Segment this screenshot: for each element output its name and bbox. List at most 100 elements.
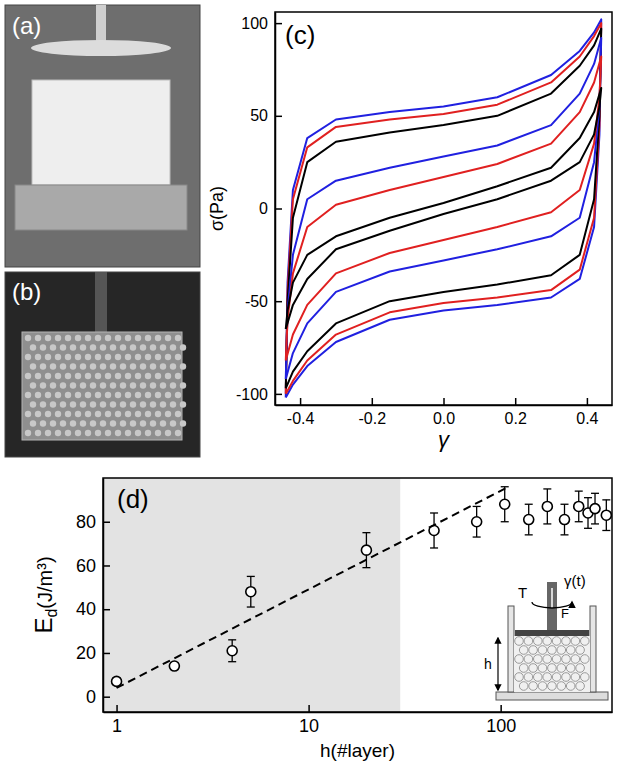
- tick-label: -100: [236, 385, 268, 402]
- axis-title: σ(Pa): [207, 186, 227, 231]
- inset-grain: [515, 637, 524, 646]
- photo-grain: [75, 373, 81, 379]
- photo-grain: [145, 430, 151, 436]
- tick-mark: [275, 394, 282, 396]
- tick-mark: [103, 696, 110, 698]
- photo-grain: [30, 344, 36, 350]
- inset-label: h: [484, 656, 492, 672]
- photo-grain: [95, 354, 101, 360]
- inset-grain: [557, 646, 566, 655]
- photo-grain: [180, 363, 186, 369]
- data-point: [590, 504, 600, 514]
- photo-grain: [130, 344, 136, 350]
- photo-grain: [105, 335, 111, 341]
- photo-grain: [175, 354, 181, 360]
- photo-grain: [150, 344, 156, 350]
- photo-grain: [75, 430, 81, 436]
- photo-grain: [155, 430, 161, 436]
- inset-grain: [571, 637, 580, 646]
- photo-grain: [125, 354, 131, 360]
- inset-height-arrow: [497, 638, 498, 690]
- inset: TFγ(t)h: [484, 572, 608, 700]
- data-point: [246, 587, 256, 597]
- photo-grain: [140, 363, 146, 369]
- tick-label: 50: [250, 107, 268, 124]
- tick-mark: [500, 705, 502, 712]
- error-cap: [525, 504, 533, 505]
- inset-grain: [571, 673, 580, 682]
- photo-cylinder: [32, 80, 170, 185]
- tick-mark: [275, 116, 282, 118]
- inset-grain: [543, 655, 552, 664]
- photo-grain: [45, 411, 51, 417]
- photo-grain: [165, 373, 171, 379]
- photo-grain: [115, 430, 121, 436]
- tick: 80: [76, 512, 110, 532]
- photo-grain: [145, 392, 151, 398]
- inset-grain: [581, 673, 590, 682]
- error-cap: [602, 499, 610, 500]
- photo-grain: [95, 335, 101, 341]
- axis-title: h(#layer): [320, 740, 395, 761]
- photo-grain: [50, 344, 56, 350]
- photo-grain: [135, 392, 141, 398]
- photo-grain: [165, 335, 171, 341]
- photo-grain: [130, 382, 136, 388]
- photo-grain: [130, 401, 136, 407]
- inset-grain: [519, 664, 528, 673]
- photo-grain: [60, 344, 66, 350]
- photo-grain: [95, 373, 101, 379]
- photo-grain: [125, 430, 131, 436]
- photo-grain: [65, 335, 71, 341]
- loop-line: [286, 23, 601, 394]
- tick-mark: [372, 398, 374, 405]
- photo-grain: [165, 354, 171, 360]
- photo-plate: [31, 40, 171, 56]
- inset-grain: [548, 664, 557, 673]
- error-cap: [247, 576, 255, 577]
- inset-grain: [538, 646, 547, 655]
- tick: 1: [112, 705, 122, 736]
- error-cap: [228, 639, 236, 640]
- tick-mark: [103, 653, 110, 655]
- photo-grain: [95, 411, 101, 417]
- tick-label: 100: [241, 15, 268, 32]
- tick: 60: [76, 556, 110, 576]
- photo-grain: [35, 373, 41, 379]
- inset-grain: [566, 646, 575, 655]
- photo-grain: [110, 344, 116, 350]
- photo-grain: [35, 335, 41, 341]
- photo-grain: [125, 392, 131, 398]
- photo-grain: [50, 420, 56, 426]
- error-cap: [501, 521, 509, 522]
- photo-grain: [170, 401, 176, 407]
- tick: -0.2: [359, 398, 387, 427]
- photo-cylinder: [22, 332, 182, 440]
- photo-grain: [125, 411, 131, 417]
- axis-title: γ: [438, 427, 451, 452]
- panel-label: (a): [12, 12, 41, 39]
- data-point: [112, 676, 122, 686]
- photo-grain: [45, 373, 51, 379]
- plot-frame: [275, 12, 612, 405]
- photo-grain: [55, 411, 61, 417]
- tick-label: -50: [245, 293, 268, 310]
- inset-grain: [519, 646, 528, 655]
- tick-mark: [308, 705, 310, 712]
- photo-grain: [85, 392, 91, 398]
- error-cap: [560, 534, 568, 535]
- inset-grain: [552, 637, 561, 646]
- photo-grain: [150, 363, 156, 369]
- tick-label: 1: [112, 716, 122, 736]
- photo-grain: [155, 354, 161, 360]
- error-cap: [543, 488, 551, 489]
- photo-grain: [115, 411, 121, 417]
- error-cap: [362, 532, 370, 533]
- tick-mark: [587, 398, 589, 405]
- tick: -50: [245, 293, 282, 310]
- tick: 20: [76, 643, 110, 663]
- tick-mark: [443, 398, 445, 405]
- error-cap: [501, 486, 509, 487]
- photo-grain: [35, 354, 41, 360]
- photo-grain: [45, 335, 51, 341]
